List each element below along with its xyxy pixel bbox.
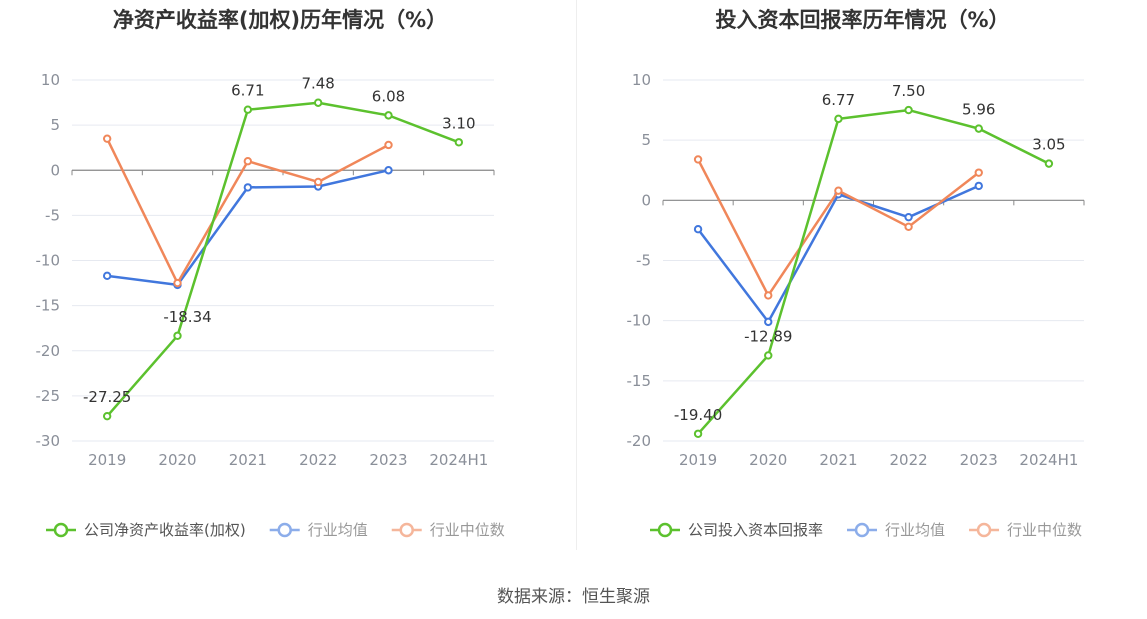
y-tick-label: 5 (50, 116, 60, 134)
legend-label-avg: 行业均值 (885, 521, 945, 539)
data-label: -18.34 (163, 308, 211, 326)
x-tick-label: 2021 (229, 451, 267, 469)
x-tick-label: 2019 (88, 451, 126, 469)
data-point-company (1044, 159, 1054, 168)
y-tick-label: -5 (45, 206, 60, 224)
legend-marker-avg (854, 522, 870, 538)
y-tick-label: -10 (36, 252, 61, 270)
series-line-company (697, 108, 1050, 435)
data-point-median (102, 134, 112, 143)
legend-marker-company (657, 522, 673, 538)
chart-title-roic: 投入资本回报率历年情况（%） (715, 8, 1010, 32)
data-point-company (173, 331, 182, 340)
y-tick-label: -20 (36, 342, 61, 360)
x-tick-label: 2024H1 (429, 451, 488, 469)
data-label: -12.89 (744, 327, 792, 345)
chart-divider (576, 0, 577, 550)
legend-marker-avg (277, 522, 292, 538)
y-tick-label: -25 (36, 387, 61, 405)
y-tick-label: -5 (636, 252, 651, 270)
legend-marker-median (399, 522, 414, 538)
data-label: 6.77 (822, 91, 855, 109)
data-point-company (904, 105, 913, 115)
legend-marker-median (976, 522, 992, 538)
legend-label-median: 行业中位数 (430, 521, 505, 539)
data-point-median (243, 157, 253, 166)
legend-item-median: 行业中位数 (969, 521, 1082, 539)
y-tick-label: -20 (627, 432, 652, 450)
data-point-avg (102, 271, 112, 281)
data-point-company (243, 105, 253, 114)
x-tick-label: 2023 (960, 451, 998, 469)
data-point-median (384, 140, 393, 150)
data-point-avg (693, 225, 703, 234)
legend-item-avg: 行业均值 (847, 521, 945, 539)
y-tick-label: -30 (36, 432, 61, 450)
data-point-median (693, 155, 703, 164)
data-label: -27.25 (83, 388, 131, 406)
data-point-company (834, 114, 843, 124)
data-point-median (974, 168, 983, 177)
y-tick-label: 10 (41, 71, 60, 89)
chart-title-roe: 净资产收益率(加权)历年情况（%） (112, 8, 448, 32)
legend-label-company: 公司投入资本回报率 (688, 521, 823, 539)
y-tick-label: -15 (627, 372, 652, 390)
series-line-median (696, 158, 980, 297)
legend-item-median: 行业中位数 (391, 521, 505, 539)
data-point-median (904, 222, 913, 232)
x-tick-label: 2022 (889, 451, 927, 469)
y-tick-label: -10 (627, 312, 652, 330)
data-point-company (102, 411, 112, 421)
y-tick-label: 10 (632, 71, 651, 89)
data-point-avg (384, 166, 393, 175)
data-point-company (454, 138, 464, 147)
y-tick-label: 0 (641, 191, 651, 209)
data-source-note: 数据来源：恒生聚源 (497, 587, 650, 607)
x-tick-label: 2019 (679, 451, 717, 469)
data-label: 3.05 (1032, 136, 1065, 154)
data-label: 6.08 (372, 87, 405, 105)
data-point-median (173, 278, 182, 288)
legend-item-avg: 行业均值 (269, 521, 368, 539)
data-label: 6.71 (231, 82, 264, 100)
data-point-company (384, 111, 393, 120)
data-point-avg (904, 212, 913, 222)
legend-item-company: 公司投入资本回报率 (650, 521, 823, 539)
y-tick-label: -15 (36, 297, 61, 315)
data-point-company (974, 124, 983, 133)
data-point-median (764, 291, 773, 300)
data-point-median (313, 177, 323, 187)
legend-marker-company (53, 522, 69, 538)
data-label: 3.10 (442, 114, 475, 132)
x-tick-label: 2023 (369, 451, 407, 469)
x-tick-label: 2021 (819, 451, 857, 469)
y-tick-label: 0 (50, 161, 60, 179)
data-point-company (764, 351, 773, 360)
x-tick-label: 2020 (749, 451, 787, 469)
data-label: 7.48 (301, 75, 334, 93)
data-point-avg (974, 181, 983, 191)
x-tick-label: 2020 (158, 451, 196, 469)
legend-label-avg: 行业均值 (308, 521, 368, 539)
x-tick-label: 2024H1 (1019, 451, 1078, 469)
data-point-avg (243, 183, 253, 192)
y-tick-label: 5 (641, 131, 651, 149)
legend-label-company: 公司净资产收益率(加权) (84, 521, 246, 539)
legend-item-company: 公司净资产收益率(加权) (46, 521, 246, 539)
legend-label-median: 行业中位数 (1007, 521, 1082, 539)
data-label: -19.40 (674, 406, 722, 424)
data-point-avg (764, 317, 773, 327)
data-label: 7.50 (892, 82, 925, 100)
data-point-company (313, 98, 323, 107)
x-tick-label: 2022 (299, 451, 337, 469)
series-line-company (106, 101, 460, 418)
data-point-median (834, 186, 843, 195)
data-label: 5.96 (962, 101, 995, 119)
data-point-company (693, 429, 703, 438)
